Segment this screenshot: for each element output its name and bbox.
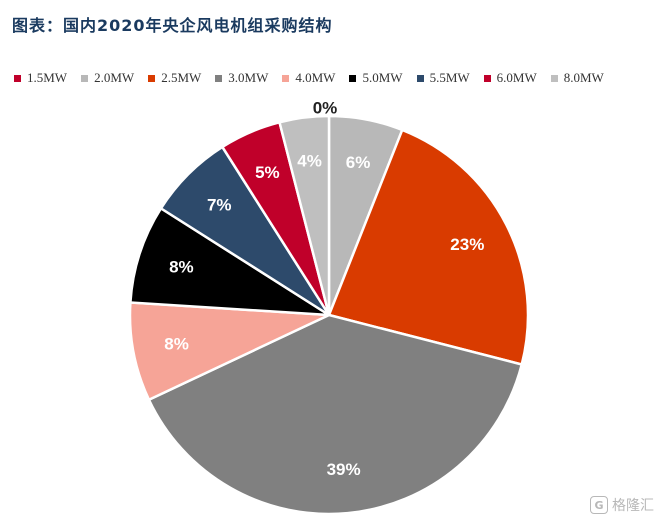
legend-item: 8.0MW — [550, 70, 604, 86]
legend-swatch — [349, 74, 357, 82]
legend-swatch — [550, 74, 558, 82]
pie-slice — [327, 128, 530, 367]
legend-label: 2.5MW — [161, 70, 202, 85]
legend-label: 3.0MW — [228, 70, 269, 85]
legend-item: 5.0MW — [349, 70, 403, 86]
slice-value-label: 4% — [297, 152, 322, 171]
pie-slice — [277, 114, 331, 316]
legend-item: 1.5MW — [14, 70, 67, 86]
watermark-logo-icon: G — [590, 496, 608, 514]
chart-title: 图表：国内2020年央企风电机组采购结构 — [12, 16, 333, 35]
slice-value-label: 7% — [207, 196, 232, 215]
legend-swatch — [81, 74, 89, 82]
legend-label: 2.0MW — [94, 70, 135, 85]
slice-value-label: 39% — [327, 460, 361, 479]
legend-item: 2.5MW — [148, 70, 201, 86]
legend-swatch — [14, 74, 21, 82]
slice-value-label: 8% — [164, 335, 189, 354]
pie-slice — [147, 313, 524, 516]
pie-slice — [128, 301, 330, 402]
legend-item: 4.0MW — [282, 70, 335, 86]
zero-slice-label: 0% — [313, 99, 338, 118]
legend-label: 5.5MW — [429, 70, 470, 85]
legend-label: 1.5MW — [27, 70, 68, 85]
legend-label: 4.0MW — [295, 70, 336, 85]
legend-item: 6.0MW — [483, 70, 537, 86]
slice-value-label: 23% — [450, 235, 484, 254]
pie-slice — [129, 206, 330, 317]
legend-item: 5.5MW — [416, 70, 470, 86]
legend-swatch — [282, 74, 290, 82]
legend-swatch — [148, 74, 156, 82]
legend-swatch — [215, 74, 223, 82]
legend-label: 5.0MW — [362, 70, 403, 85]
watermark: G 格隆汇 — [590, 495, 654, 515]
slice-value-label: 8% — [169, 258, 194, 277]
legend-item: 3.0MW — [215, 70, 268, 86]
legend-label: 8.0MW — [563, 70, 604, 85]
watermark-text: 格隆汇 — [612, 498, 654, 514]
slice-value-label: 6% — [346, 153, 371, 172]
legend-label: 6.0MW — [496, 70, 537, 85]
slice-value-label: 5% — [255, 163, 280, 182]
legend-swatch — [483, 74, 491, 82]
legend-item: 2.0MW — [81, 70, 134, 86]
chart-legend: 1.5MW 2.0MW 2.5MW 3.0MW 4.0MW 5.0MW 5.5MW 6.0MW… — [14, 70, 654, 86]
legend-swatch — [416, 74, 424, 82]
